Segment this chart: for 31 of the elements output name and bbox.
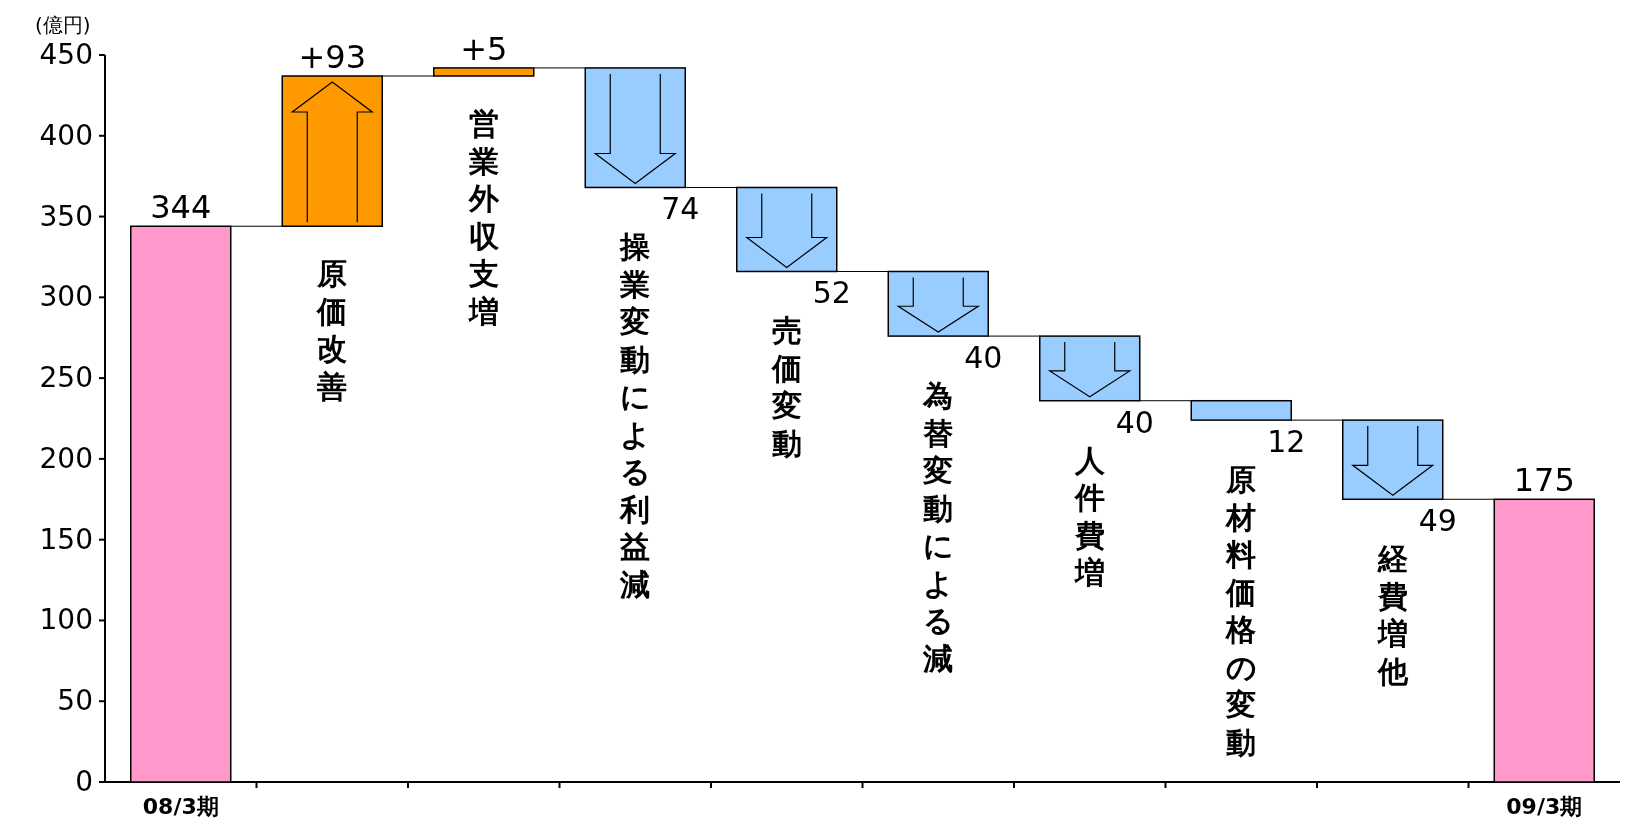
x-tick-label: 原価改善 xyxy=(316,256,348,404)
y-tick-label: 100 xyxy=(39,603,93,637)
y-tick-label: 400 xyxy=(39,118,93,152)
data-label: 344 xyxy=(150,188,212,227)
data-label: 175 xyxy=(1513,461,1575,500)
x-tick-label: 営業外収支増 xyxy=(467,106,500,329)
x-tick-label: 売価変動 xyxy=(770,313,802,461)
y-tick-label: 450 xyxy=(39,38,93,71)
data-label: +5 xyxy=(460,29,508,68)
data-label: 49 xyxy=(1418,503,1457,539)
y-tick-label: 150 xyxy=(39,522,93,556)
data-label: +93 xyxy=(298,38,367,76)
x-tick-label: 経費増他 xyxy=(1376,541,1409,689)
y-axis-title: (億円) xyxy=(35,13,91,37)
x-tick-label: 人件費増 xyxy=(1073,442,1106,591)
y-tick-label: 0 xyxy=(75,765,93,798)
y-tick-label: 350 xyxy=(39,199,93,233)
data-label: 40 xyxy=(1115,404,1154,440)
y-tick-label: 50 xyxy=(57,684,93,718)
x-tick-label: 09/3期 xyxy=(1506,794,1583,819)
y-tick-label: 250 xyxy=(39,361,93,395)
data-label: 40 xyxy=(964,340,1003,376)
category-label: 操業変動による利益減 xyxy=(619,229,651,602)
x-tick-label: 08/3期 xyxy=(142,794,219,819)
data-label: 74 xyxy=(661,191,700,227)
y-tick-label: 300 xyxy=(39,280,93,314)
data-label: 12 xyxy=(1267,424,1306,460)
data-label: 52 xyxy=(812,275,851,311)
x-tick-label: 為替変動による減 xyxy=(922,378,954,676)
x-tick-label: 原材料価格の変動 xyxy=(1224,462,1257,760)
y-tick-label: 200 xyxy=(39,441,93,475)
